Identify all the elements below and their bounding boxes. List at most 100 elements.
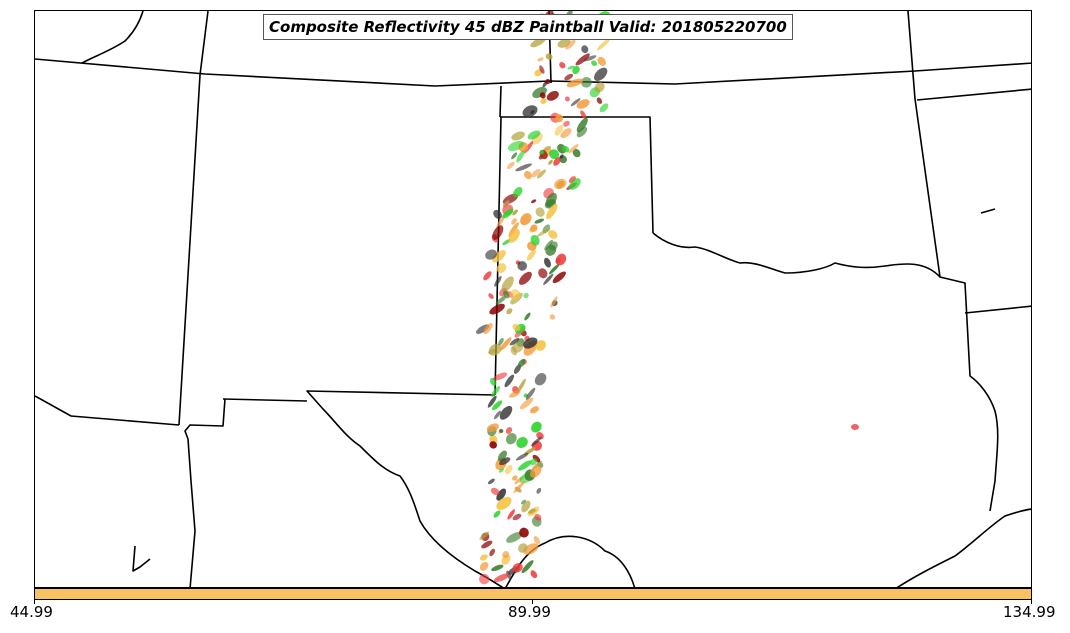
reflectivity-blob: [479, 531, 490, 540]
reflectivity-blob: [509, 337, 520, 346]
reflectivity-blob: [569, 178, 581, 190]
state-boundaries: [35, 11, 1031, 587]
boundary-nm-top: [222, 398, 308, 402]
reflectivity-blob: [594, 82, 605, 93]
reflectivity-blob: [560, 128, 572, 139]
colorbar-label-min: 44.99: [10, 603, 53, 621]
reflectivity-blob: [572, 148, 581, 158]
reflectivity-blob: [491, 564, 504, 572]
reflectivity-blob: [534, 69, 543, 77]
reflectivity-blob: [544, 239, 554, 251]
reflectivity-blob: [520, 213, 532, 226]
reflectivity-blob: [537, 57, 544, 62]
reflectivity-blob: [512, 513, 522, 521]
reflectivity-blob: [539, 149, 544, 155]
reflectivity-blob: [517, 460, 532, 471]
reflectivity-blob: [518, 543, 528, 553]
reflectivity-blob: [533, 536, 540, 545]
reflectivity-blob: [531, 421, 542, 433]
reflectivity-blob: [489, 548, 496, 557]
reflectivity-blob: [539, 92, 546, 99]
reflectivity-blob: [506, 161, 515, 170]
boundary-nm-south: [184, 398, 226, 587]
reflectivity-blob: [494, 275, 502, 287]
map-canvas: [35, 11, 1031, 587]
reflectivity-blob: [530, 199, 537, 204]
reflectivity-paintball: [476, 11, 859, 585]
map-title: Composite Reflectivity 45 dBZ Paintball …: [263, 14, 793, 40]
reflectivity-blob: [489, 303, 505, 315]
reflectivity-blob: [512, 341, 524, 353]
reflectivity-blob: [528, 508, 536, 514]
reflectivity-blob: [581, 76, 592, 88]
reflectivity-blob: [539, 65, 545, 74]
reflectivity-blob: [553, 157, 561, 166]
reflectivity-blob: [516, 150, 525, 163]
boundary-east: [907, 11, 999, 512]
reflectivity-blob: [512, 563, 523, 573]
reflectivity-blob: [523, 292, 529, 299]
reflectivity-blob: [491, 386, 501, 397]
reflectivity-blob: [498, 337, 504, 346]
reflectivity-blob: [531, 436, 542, 447]
reflectivity-blob: [559, 62, 566, 69]
reflectivity-blob: [513, 480, 526, 494]
reflectivity-blob: [523, 337, 538, 349]
reflectivity-blob: [483, 271, 492, 281]
reflectivity-blob: [516, 436, 528, 449]
reflectivity-blob: [580, 110, 587, 119]
reflectivity-blob: [505, 427, 513, 434]
reflectivity-blob: [492, 225, 504, 240]
reflectivity-blob: [512, 209, 518, 216]
reflectivity-blob: [591, 60, 598, 67]
reflectivity-blob: [479, 554, 488, 561]
reflectivity-blob: [559, 154, 564, 160]
reflectivity-blob: [499, 337, 512, 351]
reflectivity-blob: [519, 397, 534, 410]
reflectivity-blob: [487, 395, 497, 408]
reflectivity-blob: [493, 510, 501, 518]
reflectivity-blob: [493, 573, 510, 583]
reflectivity-blob: [531, 168, 541, 178]
reflectivity-blob: [512, 475, 518, 481]
gulf-coast: [896, 508, 1031, 587]
reflectivity-blob: [499, 428, 504, 433]
reflectivity-blob: [530, 458, 538, 466]
reflectivity-blob: [493, 209, 502, 219]
reflectivity-blob: [496, 488, 507, 501]
reflectivity-blob: [511, 152, 518, 160]
reflectivity-blob: [576, 117, 588, 133]
reflectivity-blob: [519, 527, 529, 538]
reflectivity-blob: [509, 289, 521, 300]
reflectivity-blob: [526, 249, 536, 261]
reflectivity-blob: [549, 149, 560, 160]
colorbar-tick-right: [1031, 600, 1032, 604]
reflectivity-blob: [540, 98, 547, 104]
texas-panhandle-south: [306, 390, 504, 587]
reflectivity-blob: [525, 387, 536, 400]
reflectivity-blob: [594, 67, 608, 81]
reflectivity-blob: [596, 97, 603, 104]
reflectivity-blob: [596, 38, 611, 51]
reflectivity-blob: [576, 99, 590, 109]
reflectivity-blob: [575, 53, 590, 66]
reflectivity-blob: [515, 163, 532, 172]
reflectivity-blob: [545, 244, 557, 256]
reflectivity-blob: [507, 509, 515, 520]
reflectivity-blob: [550, 296, 558, 308]
reflectivity-blob: [535, 207, 545, 217]
reflectivity-blob: [493, 372, 508, 381]
lake-south: [132, 545, 151, 572]
reflectivity-blob: [570, 98, 581, 107]
reflectivity-blob: [599, 103, 609, 113]
reflectivity-blob: [490, 487, 500, 496]
boundary-panhandle: [500, 116, 654, 234]
reflectivity-blob: [576, 126, 588, 138]
reflectivity-blob: [512, 323, 521, 332]
reflectivity-blob: [486, 423, 499, 433]
boundary-panhandle-north: [499, 85, 502, 118]
boundary-north: [35, 58, 1031, 87]
reflectivity-blob: [502, 208, 514, 219]
reflectivity-blob: [527, 130, 541, 140]
